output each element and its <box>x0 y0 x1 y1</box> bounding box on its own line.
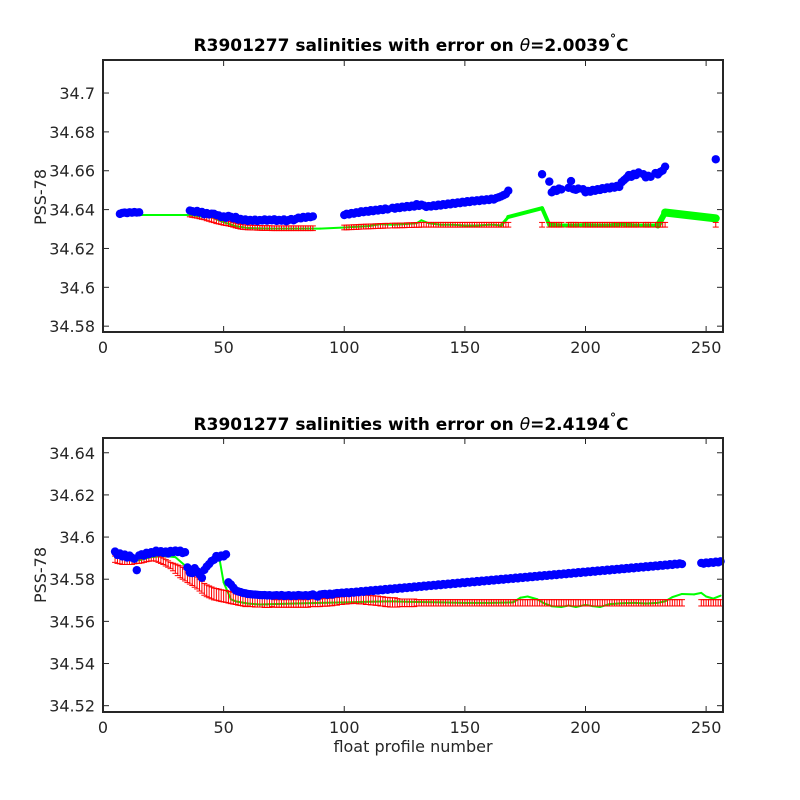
error-bar <box>662 221 669 228</box>
chart-bottom-title: R3901277 salinities with error on θ=2.41… <box>194 411 629 435</box>
chart-top-ylabel: PSS-78 <box>31 169 50 225</box>
x-tick-label: 150 <box>450 338 481 357</box>
chart-top-ticks: 0 50 100 150 200 250 34.58 34.6 34.62 34.64 34.66 3… <box>49 60 723 357</box>
y-tick-label: 34.62 <box>49 239 95 258</box>
chart-bottom-ylabel: PSS-78 <box>31 547 50 603</box>
mapped-salinity-point <box>537 170 547 179</box>
x-tick-label: 250 <box>691 718 722 737</box>
x-tick-label: 0 <box>98 718 108 737</box>
calibrated-salinity-line-segment <box>712 594 722 600</box>
mapped-salinity-point <box>557 185 566 194</box>
y-tick-label: 34.54 <box>49 655 95 674</box>
mapped-salinity-point <box>677 559 687 569</box>
calibrated-salinity-line-segment <box>379 223 394 226</box>
x-tick-label: 50 <box>213 718 233 737</box>
y-tick-label: 34.62 <box>49 486 95 505</box>
calibrated-salinity-line-segment <box>608 602 623 606</box>
mapped-salinity-point <box>545 177 554 186</box>
error-bar <box>712 221 719 228</box>
chart-bottom-ticks: 0 50 100 150 200 250 34.52 34.54 34.56 34.58 34.6 3… <box>49 438 723 737</box>
calibrated-salinity-line-segment <box>519 595 529 599</box>
x-tick-label: 50 <box>213 338 233 357</box>
calibrated-salinity-line-segment <box>632 601 647 605</box>
y-tick-label: 34.64 <box>49 201 95 220</box>
y-tick-label: 34.58 <box>49 317 95 336</box>
y-tick-label: 34.66 <box>49 162 95 181</box>
y-tick-label: 34.52 <box>49 697 95 716</box>
mapped-salinity-point <box>221 550 231 559</box>
calibrated-salinity-line-segment <box>391 223 406 226</box>
calibrated-salinity-line-segment <box>661 208 720 223</box>
mapped-salinity-point <box>180 548 190 557</box>
chart-bottom-plot-area <box>110 546 725 609</box>
x-tick-label: 150 <box>450 718 481 737</box>
calibrated-salinity-line-segment <box>526 595 539 601</box>
y-tick-label: 34.58 <box>49 570 95 589</box>
y-tick-label: 34.7 <box>59 84 95 103</box>
mapped-salinity-point <box>308 212 318 221</box>
chart-bottom-axes-frame <box>102 437 724 713</box>
calibrated-salinity-line-segment <box>705 595 715 600</box>
error-bar <box>309 225 316 232</box>
calibrated-salinity-line-segment <box>319 226 346 230</box>
error-bar <box>411 598 418 608</box>
calibrated-salinity-line-segment <box>693 591 703 596</box>
chart-top-plot-area <box>115 155 720 232</box>
chart-bottom: R3901277 salinities with error on θ=2.41… <box>31 411 725 756</box>
calibrated-salinity-line-segment <box>246 602 261 606</box>
chart-bottom-xlabel: float profile number <box>333 737 493 756</box>
calibrated-salinity-line-segment <box>451 223 466 227</box>
calibrated-salinity-line-segment <box>656 600 667 604</box>
mapped-salinity-point <box>566 176 576 186</box>
x-tick-label: 100 <box>329 338 360 357</box>
chart-top: R3901277 salinities with error on θ=2.00… <box>31 32 724 357</box>
calibrated-salinity-line-segment <box>506 206 545 219</box>
x-tick-label: 200 <box>570 338 601 357</box>
x-tick-label: 200 <box>570 718 601 737</box>
y-tick-label: 34.64 <box>49 444 95 463</box>
x-tick-label: 100 <box>329 718 360 737</box>
calibrated-salinity-line-segment <box>644 601 659 605</box>
error-bar <box>505 221 512 228</box>
mapped-salinity-point <box>504 186 513 195</box>
y-tick-label: 34.68 <box>49 123 95 142</box>
y-tick-label: 34.6 <box>59 278 95 297</box>
error-bar <box>678 599 685 607</box>
calibrated-salinity-line-segment <box>700 591 708 598</box>
calibrated-salinity-line-segment <box>671 592 683 599</box>
chart-top-title: R3901277 salinities with error on θ=2.00… <box>194 32 629 56</box>
chart-top-axes-frame <box>102 59 724 333</box>
mapped-salinity-point <box>134 208 144 217</box>
mapped-salinity-point <box>711 155 720 164</box>
x-tick-label: 0 <box>98 338 108 357</box>
error-bar <box>539 221 546 228</box>
mapped-salinity-point <box>660 162 670 171</box>
mapped-salinity-point <box>132 565 141 575</box>
mapped-salinity-point <box>197 573 207 582</box>
y-tick-label: 34.6 <box>59 528 95 547</box>
calibrated-salinity-line-segment <box>475 223 490 227</box>
error-bar <box>558 221 565 228</box>
y-tick-label: 34.56 <box>49 612 95 631</box>
x-tick-label: 250 <box>691 338 722 357</box>
